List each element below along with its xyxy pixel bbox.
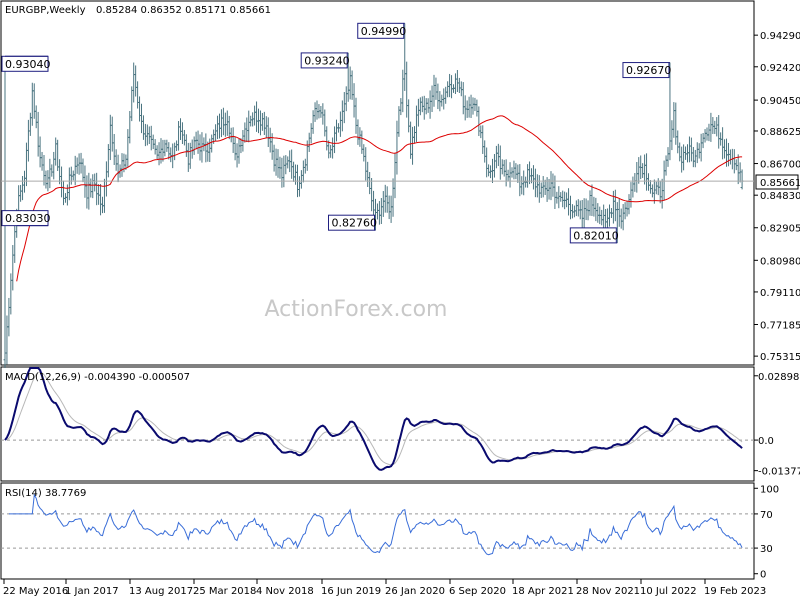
price-pane [0, 0, 755, 366]
time-axis-label: 28 Nov 2021 [576, 586, 640, 597]
rsi-line [8, 493, 743, 556]
time-axis-label: 18 Apr 2021 [512, 586, 574, 597]
svg-text:0.93240: 0.93240 [304, 54, 350, 67]
rsi-axis-label: 100 [760, 484, 779, 495]
time-axis-label: 16 Jun 2019 [321, 586, 381, 597]
time-axis-label: 4 Nov 2018 [256, 586, 314, 597]
time-axis-label: 6 Sep 2020 [449, 586, 506, 597]
macd-axis-label: -0.013779 [758, 467, 800, 478]
rsi-pane [0, 482, 755, 580]
current-price-tag [755, 174, 799, 190]
price-axis-label: 0.86700 [760, 160, 800, 171]
time-axis-label: 22 May 2016 [3, 586, 68, 597]
current-price-label: 0.85661 [760, 178, 800, 189]
price-annotation: 0.94990 [357, 22, 407, 39]
macd-label: MACD(12,26,9) -0.004390 -0.000507 [5, 372, 190, 383]
symbol-label: EURGBP,Weekly [5, 5, 86, 16]
watermark: ActionForex.com [265, 297, 448, 322]
rsi-axis-label: 70 [760, 510, 773, 521]
svg-text:0.83030: 0.83030 [5, 212, 51, 225]
time-axis-label: 19 Feb 2023 [704, 586, 766, 597]
price-axis-label: 0.90450 [760, 96, 800, 107]
rsi-axis: 100 70 30 0 [754, 484, 779, 581]
price-annotation: 0.83030 [1, 210, 51, 227]
ohlc-values: 0.85284 0.86352 0.85171 0.85661 [96, 5, 271, 16]
macd-pane [0, 366, 755, 482]
moving-average-line [16, 115, 743, 282]
price-axis-label: 0.88625 [760, 127, 800, 138]
macd-axis: 0.028988 0.0 -0.013779 [754, 372, 800, 478]
svg-text:0.92670: 0.92670 [626, 64, 672, 77]
price-annotation: 0.82010 [569, 227, 619, 244]
time-axis-label: 25 Mar 2018 [193, 586, 256, 597]
price-annotation: 0.92670 [622, 62, 672, 79]
price-axis-label: 0.79110 [760, 288, 800, 299]
svg-text:0.82010: 0.82010 [573, 229, 619, 242]
time-axis-label: 10 Jul 2022 [640, 586, 697, 597]
price-axis-label: 0.80980 [760, 256, 800, 267]
macd-axis-label: 0.028988 [758, 372, 800, 383]
rsi-axis-label: 30 [760, 544, 773, 555]
price-axis-label: 0.84830 [760, 191, 800, 202]
macd-axis-label: 0.0 [758, 436, 774, 447]
price-axis-label: 0.94290 [760, 31, 800, 42]
price-axis-label: 0.75315 [760, 352, 800, 363]
price-annotation: 0.93040 [1, 55, 51, 72]
macd-signal-line [4, 371, 743, 466]
price-axis-label: 0.82905 [760, 224, 800, 235]
price-annotation: 0.82760 [328, 214, 378, 231]
price-axis-label: 0.92420 [760, 63, 800, 74]
rsi-label: RSI(14) 38.7769 [5, 488, 86, 499]
time-axis-label: 26 Jan 2020 [385, 586, 445, 597]
time-axis-label: 13 Aug 2017 [129, 586, 193, 597]
price-axis-label: 0.77185 [760, 321, 800, 332]
svg-text:0.82760: 0.82760 [332, 217, 378, 230]
price-annotations: 0.93040 0.83030 0.93240 0.82760 0.94990 0.820… [1, 22, 672, 244]
time-axis-label: 1 Jan 2017 [65, 586, 119, 597]
svg-text:0.93040: 0.93040 [5, 58, 51, 71]
price-axis: 0.94290 0.92420 0.90450 0.88625 0.86700 0.848… [754, 31, 800, 363]
price-annotation: 0.93240 [300, 52, 350, 69]
ohlc-bar [738, 162, 742, 183]
rsi-axis-label: 0 [760, 570, 766, 581]
macd-line [4, 367, 743, 471]
svg-text:0.94990: 0.94990 [361, 25, 407, 38]
